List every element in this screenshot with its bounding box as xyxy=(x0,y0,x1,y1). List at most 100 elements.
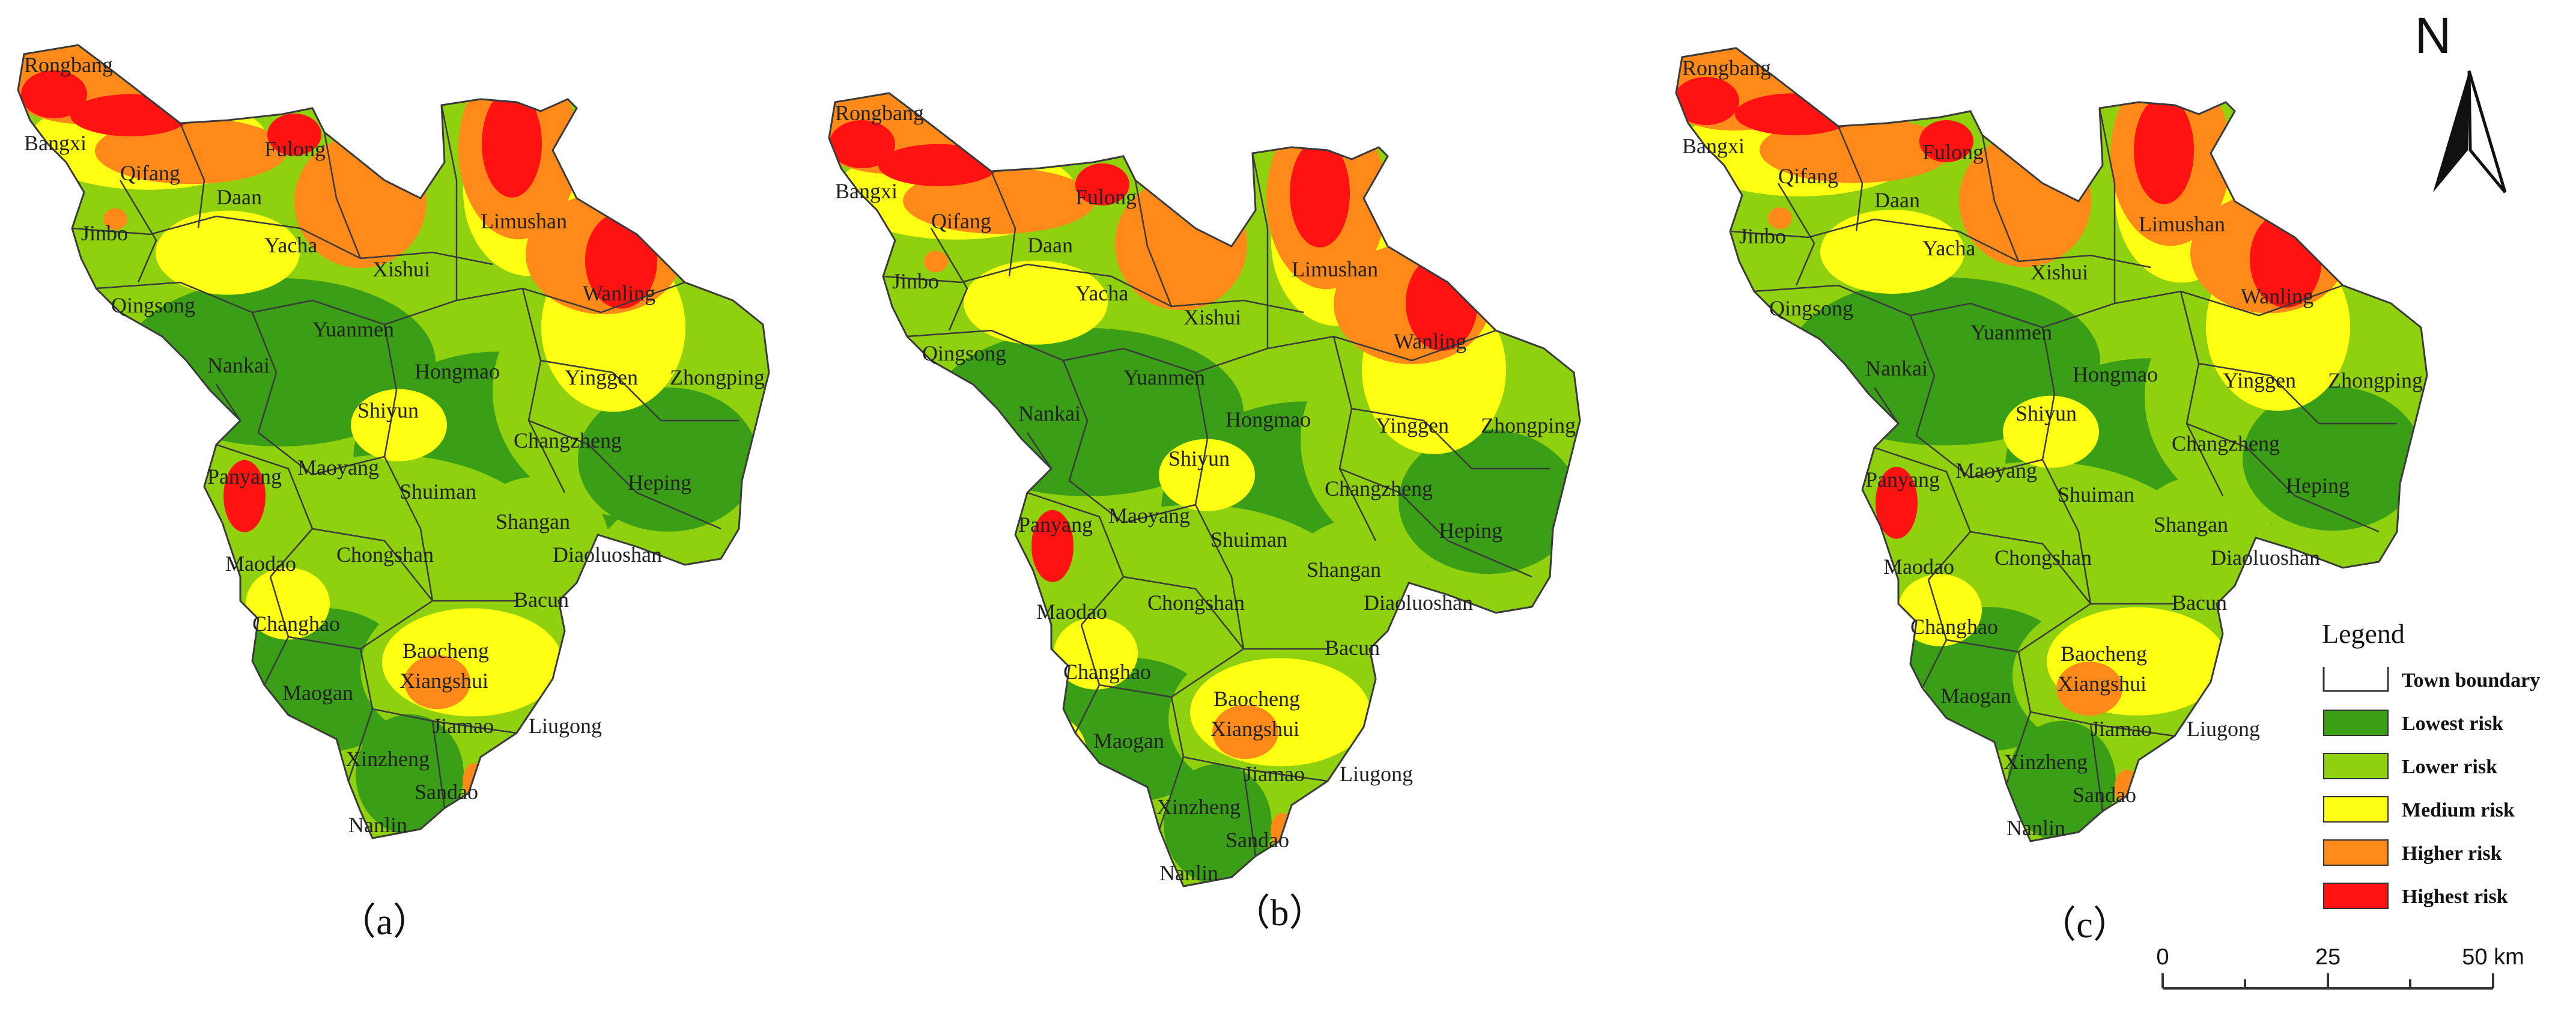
town-label-maoyang: Maoyang xyxy=(1108,503,1190,528)
town-boundary xyxy=(2198,362,2397,425)
town-label-liugong: Liugong xyxy=(2187,717,2260,741)
town-label-nanlin: Nanlin xyxy=(2006,816,2065,840)
town-label-hongmao: Hongmao xyxy=(1226,407,1311,431)
risk-zone-medium xyxy=(1190,658,1370,767)
town-label-nankai: Nankai xyxy=(207,353,270,377)
town-boundary xyxy=(540,359,739,422)
town-label-heping: Heping xyxy=(628,470,691,494)
town-label-zhongping: Zhongping xyxy=(1481,413,1576,437)
town-boundary xyxy=(216,443,314,577)
town-label-qifang: Qifang xyxy=(931,209,991,233)
scale-label-50: 50 km xyxy=(2462,945,2524,970)
town-boundary xyxy=(1874,446,1972,580)
panel-caption-c: （c） xyxy=(2039,905,2130,946)
town-boundary xyxy=(440,105,458,300)
town-label-yinggen: Yinggen xyxy=(2223,368,2296,392)
town-boundary xyxy=(990,171,1016,277)
town-label-wanling: Wanling xyxy=(583,281,655,305)
town-boundary xyxy=(522,281,685,314)
town-label-xinzheng: Xinzheng xyxy=(345,747,430,771)
town-boundary xyxy=(930,228,968,331)
town-boundary xyxy=(1242,768,1257,857)
town-boundary xyxy=(431,720,446,809)
legend-swatch-lower xyxy=(2323,753,2389,779)
town-boundary xyxy=(269,576,433,650)
town-label-chongshan: Chongshan xyxy=(1994,546,2092,570)
town-boundary xyxy=(1777,183,1815,286)
town-label-wanling: Wanling xyxy=(2241,284,2313,308)
town-boundary xyxy=(2186,422,2380,533)
town-boundary xyxy=(323,132,362,259)
town-label-rongbang: Rongbang xyxy=(24,53,113,77)
town-label-qifang: Qifang xyxy=(120,161,180,185)
town-label-fulong: Fulong xyxy=(1075,185,1137,209)
north-arrow-right-half xyxy=(2467,70,2507,193)
map-panel-b: Rongbang Bangxi Fulong Qifang Daan Jinbo Yacha… xyxy=(828,92,1581,887)
town-label-xiangshui: Xiangshui xyxy=(399,669,488,693)
town-label-yacha: Yacha xyxy=(264,233,317,257)
town-boundary xyxy=(179,123,205,229)
panel-caption-b: （b） xyxy=(1233,893,1326,934)
town-boundary xyxy=(263,636,290,686)
risk-zone-medium xyxy=(2003,395,2099,468)
legend-title: Legend xyxy=(2322,618,2405,649)
risk-zone-highest xyxy=(267,114,321,156)
town-label-limushan: Limushan xyxy=(2139,212,2225,236)
risk-zone-medium xyxy=(351,389,447,461)
legend-swatch-higher xyxy=(2323,839,2389,866)
town-boundary xyxy=(347,708,374,782)
town-label-baocheng: Baocheng xyxy=(402,639,489,663)
town-label-limushan: Limushan xyxy=(481,209,567,233)
town-label-maoyang: Maoyang xyxy=(297,455,379,479)
town-boundary xyxy=(528,419,721,530)
risk-zone-highest xyxy=(70,94,190,136)
risk-zone-lowest xyxy=(2008,720,2116,841)
risk-zone-medium xyxy=(1159,439,1255,511)
risk-zone-medium xyxy=(246,567,330,640)
risk-zone-lowest xyxy=(578,387,758,532)
town-label-zhongping: Zhongping xyxy=(2328,368,2423,392)
risk-zones xyxy=(1676,48,2423,841)
town-boundary xyxy=(312,528,517,602)
town-label-changzheng: Changzheng xyxy=(2172,431,2280,455)
town-label-limushan: Limushan xyxy=(1292,257,1378,281)
legend-label-highest: Highest risk xyxy=(2402,886,2508,908)
town-label-xishui: Xishui xyxy=(1183,305,1241,329)
town-label-daan: Daan xyxy=(1874,188,1920,212)
town-label-qingsong: Qingsong xyxy=(922,341,1006,365)
town-label-chongshan: Chongshan xyxy=(336,543,434,567)
town-boundary xyxy=(1730,218,2151,269)
risk-zone-medium xyxy=(156,210,300,295)
risk-zone-highest xyxy=(1876,466,1918,539)
town-label-diaoluoshan: Diaoluoshan xyxy=(1364,591,1473,615)
risk-zone-higher xyxy=(404,655,470,710)
town-label-changzheng: Changzheng xyxy=(514,428,622,452)
town-boundary xyxy=(2180,284,2344,317)
town-boundary xyxy=(2005,711,2032,785)
town-label-xinzheng: Xinzheng xyxy=(2003,750,2088,774)
town-label-xiangshui: Xiangshui xyxy=(1211,717,1299,741)
town-boundary xyxy=(2180,291,2224,496)
risk-zone-lowest xyxy=(1164,764,1272,884)
town-boundary xyxy=(1332,336,1377,541)
town-label-nankai: Nankai xyxy=(1018,401,1081,425)
town-label-diaoluoshan: Diaoluoshan xyxy=(2211,546,2320,570)
town-boundary xyxy=(1909,315,2043,479)
town-label-fulong: Fulong xyxy=(1922,140,1984,164)
risk-zone-medium xyxy=(206,675,266,748)
legend-label-lower: Lower risk xyxy=(2402,756,2497,778)
town-boundary xyxy=(1026,432,1053,469)
town-label-yuanmen: Yuanmen xyxy=(1123,365,1205,389)
town-label-yinggen: Yinggen xyxy=(1376,413,1449,437)
risk-zone-highest xyxy=(1290,139,1350,248)
town-label-heping: Heping xyxy=(1439,519,1502,543)
risk-zones xyxy=(829,93,1579,884)
town-label-yuanmen: Yuanmen xyxy=(1970,320,2052,344)
risk-zone-highest xyxy=(21,70,87,118)
town-label-chongshan: Chongshan xyxy=(1147,591,1245,615)
town-boundary xyxy=(1981,135,2020,262)
scale-label-0: 0 xyxy=(2156,945,2169,970)
town-label-nanlin: Nanlin xyxy=(1159,861,1218,885)
town-label-baocheng: Baocheng xyxy=(1214,687,1300,711)
town-boundary xyxy=(2017,651,2175,737)
